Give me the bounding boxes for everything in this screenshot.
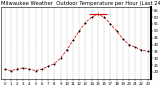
Text: Milwaukee Weather  Outdoor Temperature per Hour (Last 24 Hours): Milwaukee Weather Outdoor Temperature pe… [1, 1, 160, 6]
